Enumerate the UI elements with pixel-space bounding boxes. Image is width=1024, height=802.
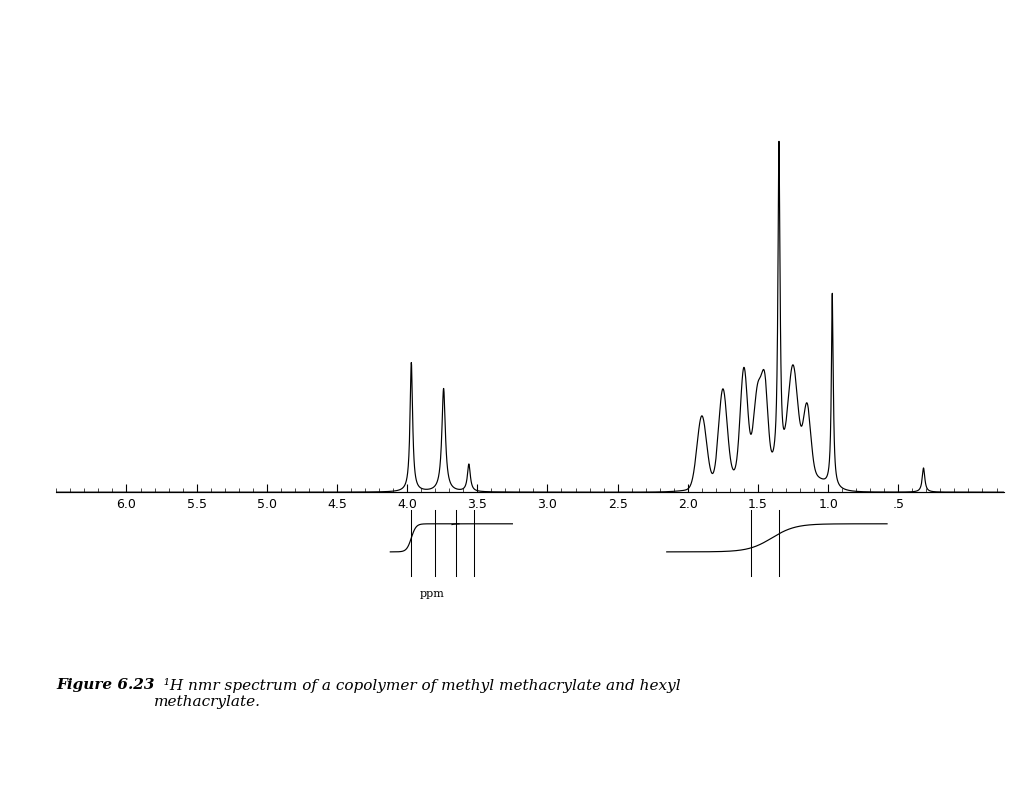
Text: ppm: ppm — [420, 589, 444, 599]
Text: ¹H nmr spectrum of a copolymer of methyl methacrylate and hexyl
methacrylate.: ¹H nmr spectrum of a copolymer of methyl… — [154, 678, 680, 709]
Text: Figure 6.23: Figure 6.23 — [56, 678, 155, 691]
